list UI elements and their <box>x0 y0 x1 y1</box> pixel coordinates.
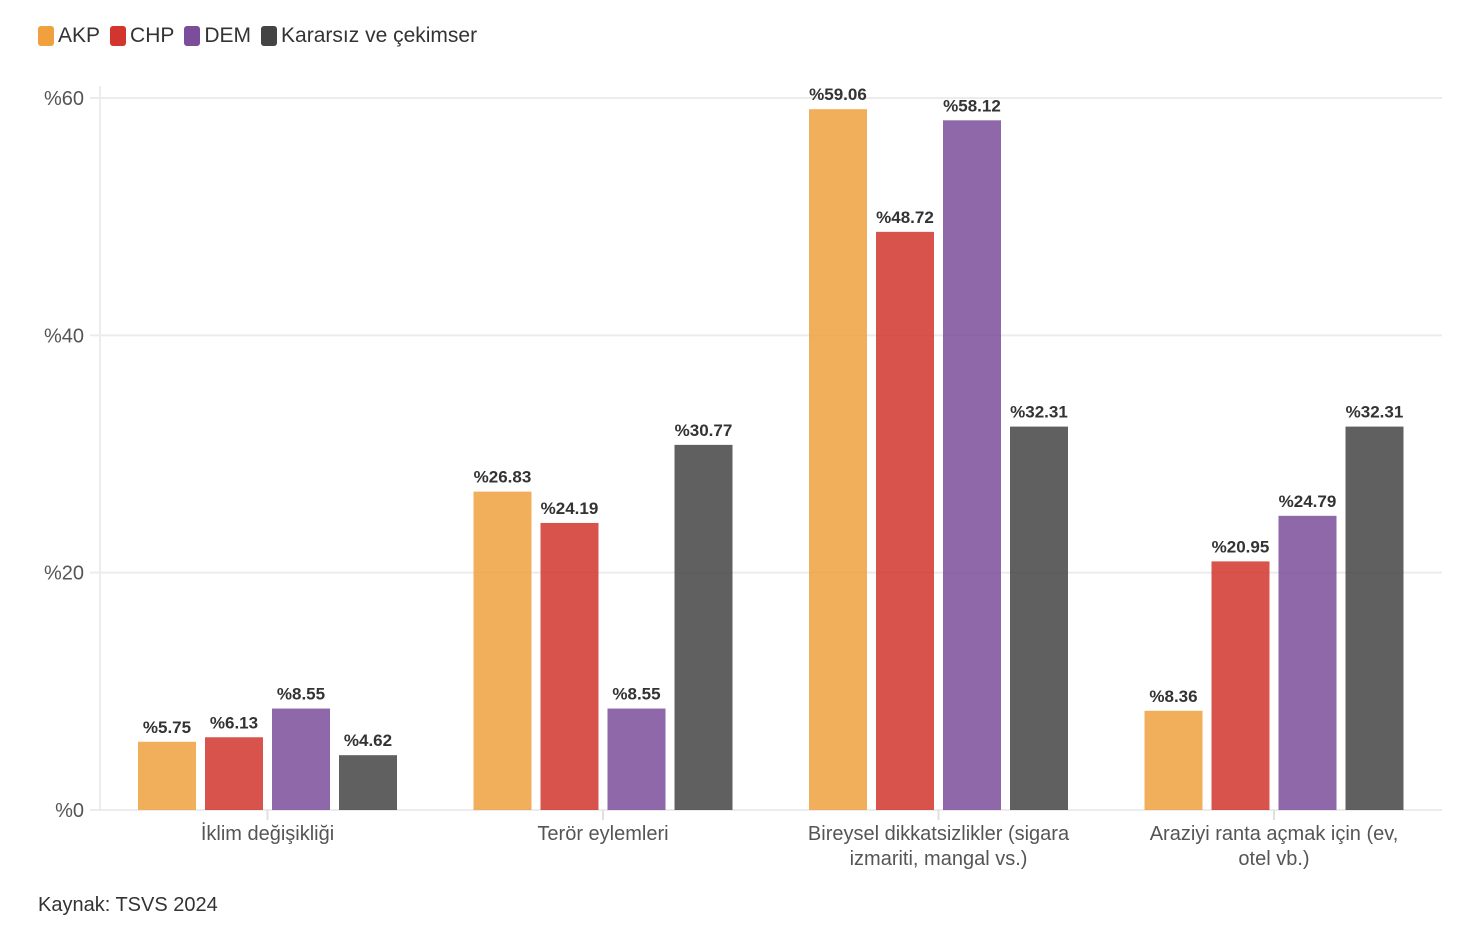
x-category-label: Terör eylemleri <box>537 823 668 845</box>
legend-label-dem: DEM <box>204 24 252 47</box>
legend-item-undecided[interactable]: Kararsız ve çekimser <box>261 24 477 48</box>
legend-label-akp: AKP <box>58 24 101 47</box>
legend-swatch-chp <box>110 26 127 46</box>
y-tick-label: %40 <box>44 325 84 347</box>
x-axis: İklim değişikliği Terör eylemleri Bireysel… <box>201 810 1398 870</box>
data-label: %20.95 <box>1212 537 1270 556</box>
data-labels: %5.75 %6.13 %8.55 %4.62 %26.83 %24.19 %8.55 %30… <box>143 85 1403 750</box>
data-label: %32.31 <box>1346 403 1404 422</box>
x-category-label: otel vb.) <box>1238 848 1309 870</box>
data-label: %6.13 <box>210 713 258 732</box>
data-label: %4.62 <box>344 731 392 750</box>
x-category-label: Araziyi ranta açmak için (ev, <box>1150 823 1399 845</box>
legend-swatch-akp <box>38 26 54 46</box>
data-label: %8.55 <box>277 685 325 704</box>
data-label: %26.83 <box>474 468 532 487</box>
legend-item-chp[interactable]: CHP <box>110 24 174 48</box>
bar-dem-3[interactable] <box>1278 515 1337 810</box>
legend-item-akp[interactable]: AKP <box>38 24 100 48</box>
data-label: %24.79 <box>1279 492 1337 511</box>
bar-karars-z-ve-ekimser-1[interactable] <box>674 444 733 810</box>
bar-akp-0[interactable] <box>138 741 196 810</box>
bar-chp-0[interactable] <box>205 737 263 810</box>
legend-label-chp: CHP <box>130 24 175 47</box>
bars <box>138 109 1404 811</box>
data-label: %48.72 <box>876 208 934 227</box>
bar-chp-3[interactable] <box>1211 561 1270 810</box>
source-note: Kaynak: TSVS 2024 <box>38 894 218 916</box>
x-category-label: Bireysel dikkatsizlikler (sigara <box>808 823 1070 845</box>
bar-akp-3[interactable] <box>1144 710 1203 810</box>
bar-dem-0[interactable] <box>272 708 330 810</box>
y-tick-label: %60 <box>44 88 84 110</box>
bar-dem-2[interactable] <box>943 120 1001 811</box>
data-label: %30.77 <box>675 421 733 440</box>
y-tick-label: %20 <box>44 563 84 585</box>
bar-akp-2[interactable] <box>809 109 867 810</box>
x-category-label: izmariti, mangal vs.) <box>850 848 1028 870</box>
bar-akp-1[interactable] <box>473 491 532 810</box>
bar-dem-1[interactable] <box>607 708 666 810</box>
legend-label-undecided: Kararsız ve çekimser <box>281 24 478 47</box>
data-label: %8.36 <box>1149 687 1197 706</box>
bar-chp-1[interactable] <box>540 522 599 810</box>
data-label: %8.55 <box>612 685 660 704</box>
data-label: %5.75 <box>143 718 191 737</box>
data-label: %32.31 <box>1010 403 1068 422</box>
y-tick-label: %0 <box>55 800 84 822</box>
bar-chp-2[interactable] <box>876 231 934 810</box>
x-category-label: İklim değişikliği <box>201 822 334 845</box>
data-label: %58.12 <box>943 96 1001 115</box>
legend-item-dem[interactable]: DEM <box>184 24 251 48</box>
bar-karars-z-ve-ekimser-3[interactable] <box>1345 426 1404 810</box>
data-label: %24.19 <box>541 499 599 518</box>
legend: AKP CHP DEM Kararsız ve çekimser <box>38 24 477 48</box>
legend-swatch-dem <box>184 26 201 46</box>
y-axis-ticks: %0 %20 %40 %60 <box>44 88 84 822</box>
bar-karars-z-ve-ekimser-2[interactable] <box>1010 426 1068 810</box>
legend-swatch-undecided <box>261 26 278 46</box>
data-label: %59.06 <box>809 85 867 104</box>
bar-karars-z-ve-ekimser-0[interactable] <box>339 755 397 810</box>
